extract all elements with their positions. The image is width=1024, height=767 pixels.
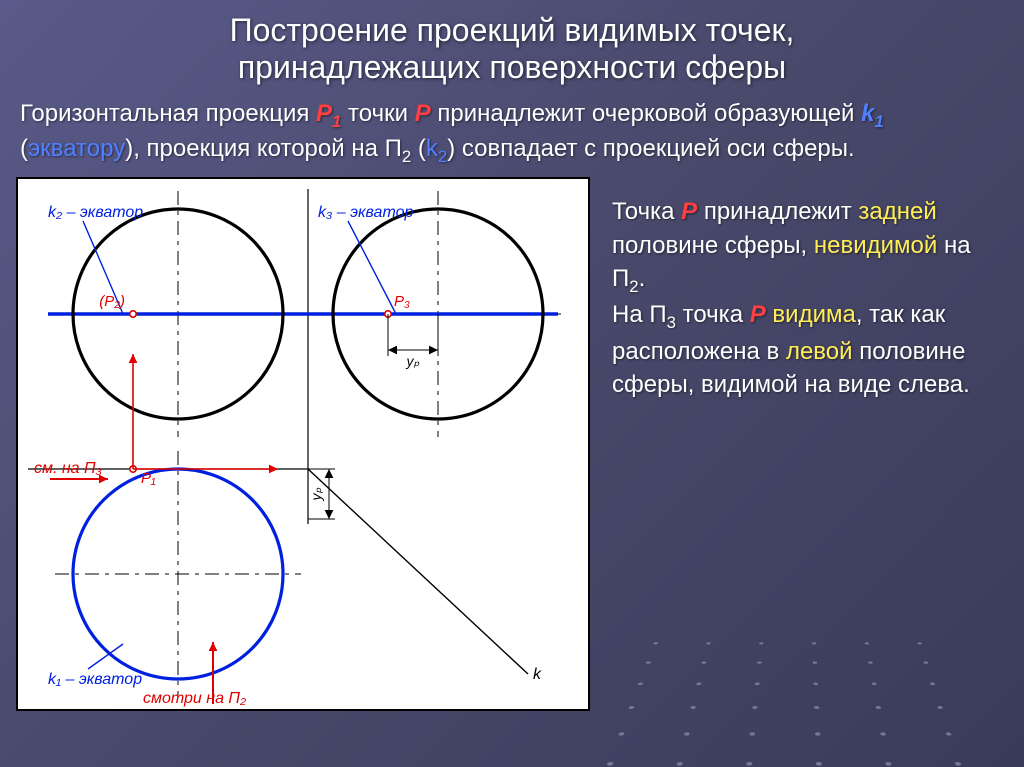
- title-line-1: Построение проекций видимых точек,: [230, 12, 795, 48]
- side-visible: видима: [772, 301, 855, 328]
- svg-text:k: k: [533, 666, 542, 683]
- slide-title: Построение проекций видимых точек, прина…: [0, 0, 1024, 94]
- intro-p1-sub: 1: [332, 112, 341, 131]
- intro-k2-sub: 2: [438, 147, 447, 166]
- side-paragraph: Точка P принадлежит задней половине сфер…: [590, 177, 1024, 711]
- s1: Точка: [612, 198, 681, 225]
- intro-t3: принадлежит очерковой образующей: [431, 100, 861, 127]
- content-row: k₂ – экватор k₃ – экватор k₁ – экватор k (P₂…: [0, 177, 1024, 711]
- side-invisible: невидимой: [814, 232, 937, 259]
- s7: точка: [676, 301, 750, 328]
- title-line-2: принадлежащих поверхности сферы: [238, 49, 786, 85]
- side-back: задней: [858, 198, 936, 225]
- intro-t5: ), проекция которой на П: [125, 135, 402, 162]
- svg-text:(P₂): (P₂): [99, 293, 125, 310]
- s6: На П: [612, 301, 667, 328]
- projection-diagram: k₂ – экватор k₃ – экватор k₁ – экватор k (P₂…: [16, 177, 590, 711]
- intro-p: P: [415, 100, 431, 127]
- intro-t2: точки: [341, 100, 414, 127]
- intro-equator: экватору: [28, 135, 125, 162]
- intro-k1-sub: 1: [874, 112, 883, 131]
- svg-text:k₃ – экватор: k₃ – экватор: [318, 204, 414, 221]
- intro-paragraph: Горизонтальная проекция P1 точки P прина…: [0, 94, 1024, 177]
- intro-t4: (: [20, 135, 28, 162]
- svg-text:yₚ: yₚ: [406, 353, 420, 369]
- s3: половине сферы,: [612, 232, 814, 259]
- s5: .: [639, 265, 646, 292]
- svg-text:k₂ – экватор: k₂ – экватор: [48, 204, 143, 221]
- svg-text:P₁: P₁: [141, 470, 156, 487]
- intro-t6: (: [411, 135, 426, 162]
- svg-text:yₚ: yₚ: [308, 487, 324, 501]
- side-p2: P: [750, 301, 766, 328]
- svg-text:P₃: P₃: [394, 293, 410, 310]
- side-pi2: 2: [629, 277, 638, 296]
- svg-text:см. на П₃: см. на П₃: [34, 460, 102, 477]
- svg-text:k₁ – экватор: k₁ – экватор: [48, 671, 142, 688]
- side-left: левой: [786, 338, 853, 365]
- svg-text:смотри на П₂: смотри на П₂: [143, 690, 246, 707]
- intro-p1: P: [316, 100, 332, 127]
- intro-pi2: 2: [402, 147, 411, 166]
- intro-k1: k: [861, 100, 874, 127]
- intro-t1: Горизонтальная проекция: [20, 100, 316, 127]
- intro-k2: k: [426, 135, 438, 162]
- side-pi3: 3: [667, 313, 676, 332]
- s2: принадлежит: [697, 198, 858, 225]
- side-p: P: [681, 198, 697, 225]
- intro-t7: ) совпадает с проекцией оси сферы.: [447, 135, 855, 162]
